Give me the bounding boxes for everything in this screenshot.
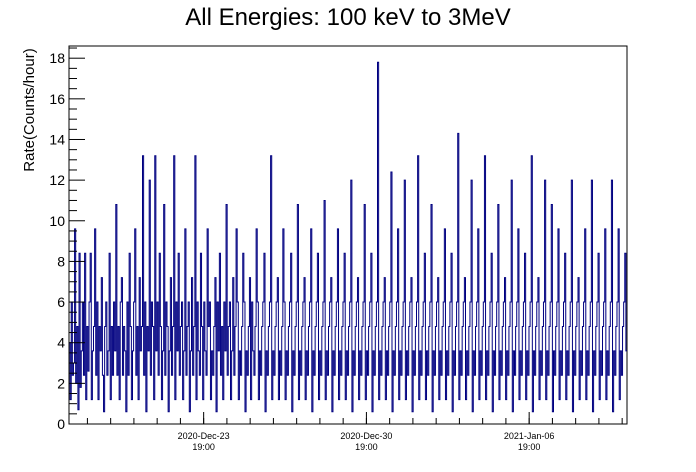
y-tick-label: 2 bbox=[57, 375, 65, 391]
x-tick-label-date: 2020-Dec-30 bbox=[340, 431, 392, 441]
y-axis-label: Rate(Counts/hour) bbox=[21, 48, 38, 171]
y-tick-label: 6 bbox=[57, 294, 65, 310]
y-tick-label: 12 bbox=[49, 172, 65, 188]
chart-title: All Energies: 100 keV to 3MeV bbox=[185, 4, 511, 31]
y-tick-label: 10 bbox=[49, 213, 65, 229]
x-tick-label-time: 19:00 bbox=[192, 442, 215, 452]
series-line-0 bbox=[69, 61, 627, 413]
x-tick-label-date: 2020-Dec-23 bbox=[178, 431, 230, 441]
x-tick-label-time: 19:00 bbox=[518, 442, 541, 452]
y-tick-label: 4 bbox=[57, 335, 65, 351]
y-tick-label: 8 bbox=[57, 253, 65, 269]
y-tick-label: 0 bbox=[57, 416, 65, 432]
y-tick-label: 14 bbox=[49, 131, 65, 147]
x-tick-label-date: 2021-Jan-06 bbox=[504, 431, 555, 441]
y-tick-label: 16 bbox=[49, 91, 65, 107]
x-tick-label-time: 19:00 bbox=[355, 442, 378, 452]
plot-frame bbox=[68, 45, 628, 425]
y-tick-label: 18 bbox=[49, 50, 65, 66]
